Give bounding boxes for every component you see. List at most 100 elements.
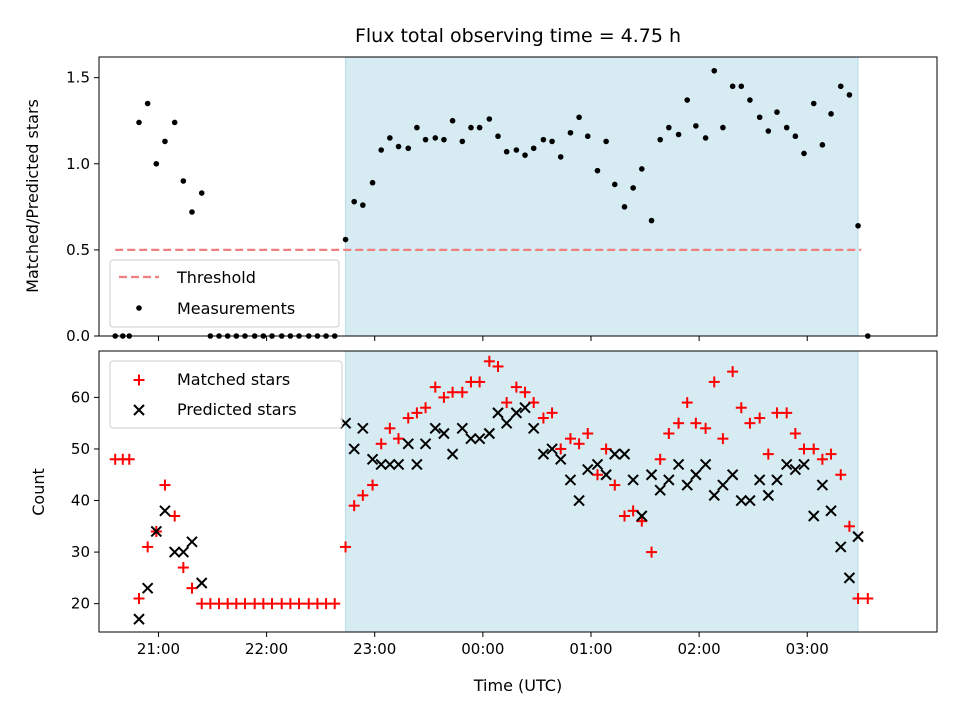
legend-matched-swatch bbox=[133, 374, 145, 386]
y-tick-label: 1.5 bbox=[66, 69, 90, 87]
measurement-point bbox=[837, 83, 844, 90]
x-stroke bbox=[150, 525, 163, 538]
measurement-point bbox=[171, 119, 178, 126]
measurement-point bbox=[774, 109, 780, 115]
x-stroke bbox=[825, 505, 837, 517]
matched-star-point bbox=[411, 407, 423, 419]
x-stroke bbox=[438, 427, 450, 440]
measurement-point bbox=[567, 129, 574, 136]
predicted-star-point bbox=[690, 469, 702, 481]
matched-star-point bbox=[177, 562, 189, 574]
y-tick-label: 20 bbox=[71, 595, 90, 613]
predicted-star-point bbox=[798, 458, 810, 471]
predicted-star-point bbox=[582, 463, 594, 476]
observing-window-shade-top bbox=[345, 56, 859, 337]
measurement-point bbox=[144, 100, 151, 107]
measurement-point bbox=[693, 123, 699, 129]
predicted-star-point bbox=[618, 448, 631, 460]
predicted-star-point bbox=[392, 458, 405, 471]
predicted-star-point bbox=[168, 546, 181, 558]
x-stroke bbox=[645, 469, 658, 481]
x-stroke bbox=[133, 613, 145, 625]
legend-measurements-label: Measurements bbox=[177, 299, 295, 318]
matched-star-point bbox=[762, 448, 774, 460]
x-stroke bbox=[500, 417, 513, 429]
chart-title: Flux total observing time = 4.75 h bbox=[355, 25, 681, 47]
predicted-star-point bbox=[843, 572, 856, 584]
measurement-point bbox=[657, 136, 663, 143]
matched-star-point bbox=[402, 412, 414, 424]
x-stroke bbox=[537, 448, 550, 460]
matched-star-point bbox=[798, 443, 810, 455]
bottom-axes-frame bbox=[98, 350, 938, 633]
matched-star-point bbox=[591, 469, 603, 481]
x-stroke bbox=[699, 458, 712, 471]
bottom-y-axis-label: Count bbox=[29, 468, 48, 516]
measurement-point bbox=[603, 138, 609, 145]
x-stroke bbox=[483, 427, 496, 440]
predicted-star-point bbox=[654, 484, 666, 496]
measurement-point bbox=[720, 124, 726, 131]
matched-star-point bbox=[816, 453, 828, 465]
legend-predicted-label: Predicted stars bbox=[177, 400, 297, 419]
matched-star-point bbox=[808, 443, 820, 455]
x-stroke bbox=[618, 448, 631, 460]
predicted-star-point bbox=[527, 422, 540, 435]
matched-star-point bbox=[519, 386, 531, 398]
predicted-star-point bbox=[789, 463, 802, 476]
measurement-point bbox=[783, 124, 790, 131]
x-stroke bbox=[419, 438, 432, 450]
predicted-star-point bbox=[429, 422, 441, 435]
matched-star-point bbox=[142, 541, 154, 553]
count-series bbox=[109, 355, 874, 625]
y-tick-label: 0.5 bbox=[66, 241, 90, 259]
measurement-point bbox=[621, 204, 628, 210]
legend-measurements-swatch bbox=[136, 305, 142, 311]
x-stroke bbox=[564, 474, 577, 486]
measurement-point bbox=[422, 136, 429, 143]
predicted-star-point bbox=[717, 479, 729, 491]
matched-star-point bbox=[438, 391, 450, 403]
top-legend: Threshold Measurements bbox=[109, 259, 340, 328]
measurement-point bbox=[378, 147, 385, 153]
predicted-star-point bbox=[591, 458, 604, 471]
matched-star-point bbox=[348, 500, 360, 512]
matched-star-point bbox=[744, 417, 756, 429]
matched-star-point bbox=[329, 598, 341, 610]
predicted-star-point bbox=[555, 453, 567, 465]
matched-star-point bbox=[483, 355, 495, 367]
x-stroke bbox=[141, 582, 154, 594]
x-stroke bbox=[177, 546, 190, 558]
matched-star-point bbox=[340, 541, 352, 553]
legend-box bbox=[109, 360, 343, 429]
measurement-point bbox=[342, 236, 349, 243]
x-stroke bbox=[527, 422, 540, 435]
matched-star-point bbox=[501, 397, 513, 409]
predicted-star-point bbox=[438, 427, 450, 440]
matched-star-point bbox=[159, 479, 171, 491]
top-y-axis: 0.0 0.5 1.0 1.5 bbox=[66, 69, 99, 345]
x-stroke bbox=[852, 530, 864, 543]
predicted-star-point bbox=[510, 407, 523, 419]
measurement-point bbox=[476, 124, 483, 131]
x-stroke bbox=[446, 448, 459, 460]
x-tick-label: 21:00 bbox=[137, 640, 180, 658]
measurement-point bbox=[540, 136, 547, 143]
x-stroke bbox=[780, 458, 793, 471]
measurement-point bbox=[639, 166, 645, 172]
x-tick-label: 23:00 bbox=[353, 640, 396, 658]
x-stroke bbox=[555, 453, 567, 465]
matched-star-point bbox=[186, 582, 198, 594]
x-stroke bbox=[609, 448, 621, 460]
matched-star-point bbox=[735, 402, 747, 414]
x-stroke bbox=[357, 422, 369, 435]
y-tick-label: 40 bbox=[71, 492, 90, 510]
top-axes-frame bbox=[98, 56, 938, 337]
predicted-star-point bbox=[141, 582, 154, 594]
measurement-point bbox=[198, 190, 205, 196]
matched-star-point bbox=[169, 510, 181, 522]
measurement-point bbox=[162, 138, 168, 145]
predicted-star-point bbox=[492, 407, 504, 419]
x-stroke bbox=[582, 463, 594, 476]
predicted-star-point bbox=[537, 448, 550, 460]
